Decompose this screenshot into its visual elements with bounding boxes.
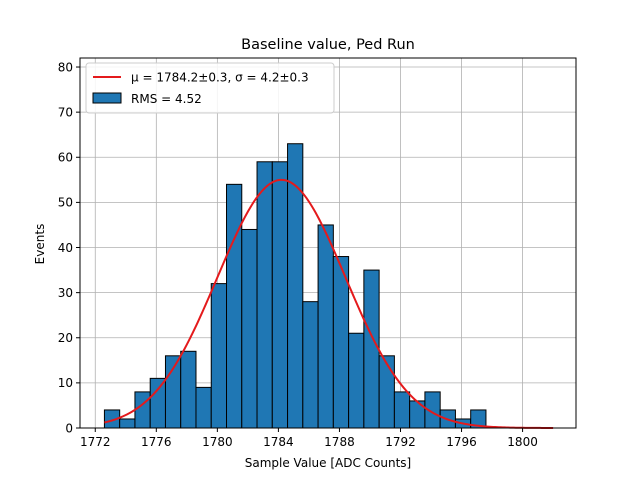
histogram-bar [256,161,273,429]
plot-frame [79,57,577,429]
histogram-bar [271,161,289,429]
histogram-bar [348,332,365,429]
histogram-bar [164,355,182,429]
legend: μ = 1784.2±0.3, σ = 4.2±0.3 RMS = 4.52 [85,62,335,114]
x-tick-label: 1772 [80,435,111,449]
x-tick-label: 1800 [507,435,538,449]
legend-fit-label: μ = 1784.2±0.3, σ = 4.2±0.3 [131,71,309,85]
histogram-bar [363,269,380,429]
histogram-bar [149,377,166,429]
y-axis-ticks: 0 10 20 30 40 50 60 70 80 [58,60,80,435]
histogram-bar [180,350,197,429]
histogram-bar [226,183,243,429]
x-tick-label: 1792 [385,435,416,449]
legend-hist-swatch [92,92,122,104]
legend-box [85,62,335,114]
x-axis-label: Sample Value [ADC Counts] [245,456,411,470]
histogram-bar [119,418,136,429]
y-tick-label: 20 [58,331,73,345]
histogram-bar [378,355,395,429]
histogram-bar [317,224,334,429]
histogram-bar [302,301,319,429]
chart-title: Baseline value, Ped Run [241,37,415,53]
y-tick-label: 50 [58,196,73,210]
histogram-bar [210,283,228,429]
x-tick-label: 1780 [202,435,233,449]
x-axis-ticks: 1772 1776 1780 1784 1788 1792 1796 1800 [80,428,538,449]
histogram-bar [195,386,212,429]
x-tick-label: 1796 [446,435,477,449]
legend-hist-label: RMS = 4.52 [131,92,202,106]
y-tick-label: 0 [65,421,73,435]
x-tick-label: 1776 [141,435,172,449]
y-tick-label: 30 [58,286,73,300]
y-tick-label: 10 [58,376,73,390]
y-tick-label: 40 [58,241,73,255]
y-tick-label: 80 [58,60,73,74]
y-tick-label: 70 [58,105,73,119]
histogram-bar [134,391,151,429]
histogram-bar [393,391,411,429]
x-tick-label: 1788 [324,435,355,449]
x-tick-label: 1784 [263,435,294,449]
gaussian-fit-curve [104,178,554,429]
y-axis-label: Events [33,224,47,265]
histogram-bar [241,228,258,429]
y-tick-label: 60 [58,151,73,165]
histogram-bar [332,256,350,429]
